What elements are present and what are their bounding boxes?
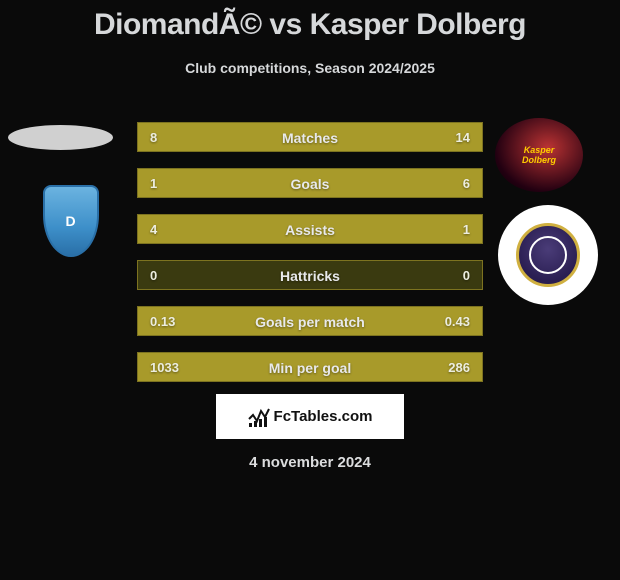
stat-label: Hattricks [138, 261, 482, 289]
subtitle: Club competitions, Season 2024/2025 [0, 60, 620, 76]
player1-avatar [8, 125, 113, 150]
stat-row: 16Goals [137, 168, 483, 198]
site-logo-icon [248, 407, 270, 427]
site-badge[interactable]: FcTables.com [216, 394, 404, 439]
player2-avatar: Kasper Dolberg [495, 118, 583, 192]
stat-row: 0.130.43Goals per match [137, 306, 483, 336]
page-title: DiomandÃ© vs Kasper Dolberg [0, 0, 620, 42]
club1-avatar: D [18, 175, 123, 267]
club2-avatar [498, 205, 598, 305]
stat-label: Min per goal [138, 353, 482, 381]
stat-row: 41Assists [137, 214, 483, 244]
club1-shield-icon: D [43, 185, 99, 257]
stat-row: 814Matches [137, 122, 483, 152]
stat-label: Goals per match [138, 307, 482, 335]
club2-shield-icon [516, 223, 580, 287]
player2-lastname: Dolberg [522, 155, 556, 165]
stats-bars: 814Matches 16Goals 41Assists 00Hattricks 0.1… [137, 122, 483, 398]
player2-firstname: Kasper [524, 145, 555, 155]
stat-row: 00Hattricks [137, 260, 483, 290]
stat-label: Assists [138, 215, 482, 243]
site-name: FcTables.com [274, 408, 373, 425]
date-text: 4 november 2024 [0, 454, 620, 471]
stat-label: Matches [138, 123, 482, 151]
stat-row: 1033286Min per goal [137, 352, 483, 382]
stat-label: Goals [138, 169, 482, 197]
